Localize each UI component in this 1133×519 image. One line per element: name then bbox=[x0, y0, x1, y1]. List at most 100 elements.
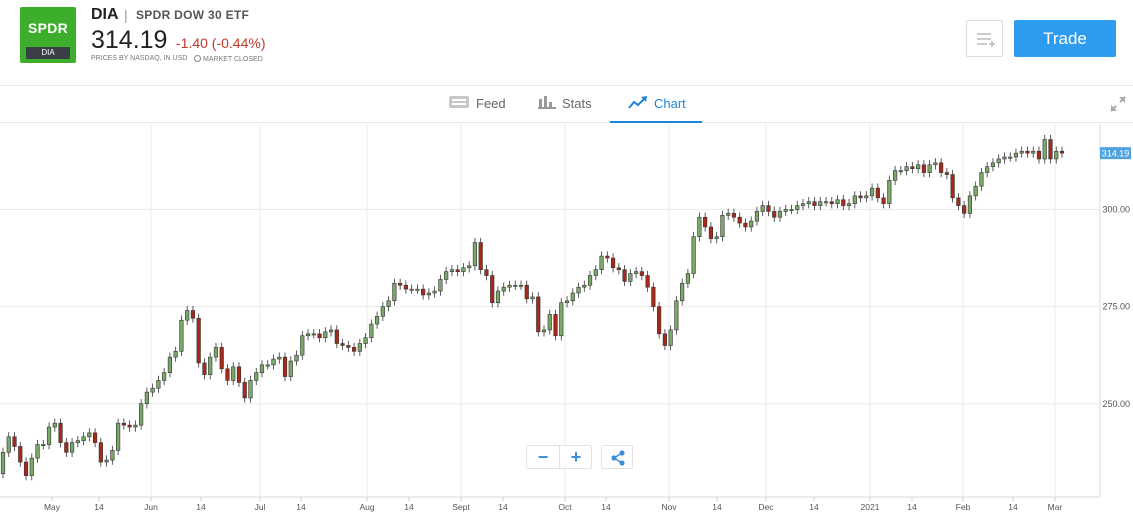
candle-body bbox=[616, 267, 621, 271]
candle-body bbox=[87, 432, 92, 438]
candle-body bbox=[64, 442, 69, 453]
candle-body bbox=[300, 335, 305, 356]
expand-icon bbox=[1110, 96, 1126, 112]
fullscreen-button[interactable] bbox=[1110, 96, 1126, 112]
tab-chart[interactable]: Chart bbox=[610, 86, 702, 123]
candle-body bbox=[328, 329, 334, 333]
x-tick-label: Oct bbox=[558, 502, 572, 512]
candle-body bbox=[357, 343, 362, 352]
share-button[interactable] bbox=[601, 445, 633, 469]
candle-body bbox=[351, 347, 357, 352]
instrument-name: SPDR DOW 30 ETF bbox=[136, 8, 250, 22]
candle-body bbox=[1025, 150, 1030, 154]
trade-button[interactable]: Trade bbox=[1014, 20, 1116, 57]
candle-body bbox=[518, 284, 524, 287]
instrument-symbol: DIA bbox=[91, 6, 119, 23]
candle-body bbox=[697, 216, 702, 237]
x-tick-label: 14 bbox=[94, 502, 104, 512]
candle-body bbox=[369, 323, 374, 338]
logo-ticker-text: DIA bbox=[26, 47, 70, 59]
candle-body bbox=[213, 347, 219, 358]
x-tick-label: Sept bbox=[452, 502, 470, 512]
tab-feed[interactable]: Feed bbox=[448, 86, 506, 123]
x-tick-label: Dec bbox=[758, 502, 774, 512]
candle-body bbox=[927, 164, 932, 173]
candle-body bbox=[587, 275, 593, 286]
candle-body bbox=[392, 283, 397, 302]
candle-body bbox=[478, 242, 483, 271]
candle-body bbox=[162, 372, 167, 381]
candle-body bbox=[674, 300, 679, 331]
x-tick-label: 14 bbox=[809, 502, 819, 512]
candle-body bbox=[294, 354, 299, 362]
candle-body bbox=[559, 302, 564, 337]
candle-body bbox=[622, 269, 627, 282]
candle-body bbox=[605, 255, 610, 259]
candle-body bbox=[507, 284, 512, 288]
feed-icon bbox=[448, 87, 470, 123]
candle-body bbox=[933, 162, 938, 166]
tab-feed-label: Feed bbox=[476, 96, 506, 111]
x-tick-label: Jul bbox=[255, 502, 266, 512]
candle-body bbox=[1002, 156, 1007, 160]
tab-stats-label: Stats bbox=[562, 96, 592, 111]
candle-body bbox=[196, 317, 201, 364]
candle-body bbox=[35, 444, 40, 459]
candle-body bbox=[58, 422, 63, 443]
candle-body bbox=[0, 452, 6, 474]
candle-body bbox=[731, 213, 737, 218]
candle-body bbox=[167, 356, 172, 373]
candle-body bbox=[513, 284, 518, 287]
candle-body bbox=[754, 211, 760, 222]
candle-body bbox=[691, 236, 696, 274]
candle-body bbox=[829, 201, 834, 204]
tab-stats[interactable]: Stats bbox=[538, 86, 592, 123]
zoom-out-button[interactable]: − bbox=[537, 447, 549, 467]
clock-icon bbox=[194, 55, 201, 62]
candle-body bbox=[46, 426, 52, 445]
candle-body bbox=[41, 444, 46, 447]
logo-brand-text: SPDR bbox=[27, 20, 69, 36]
candle-body bbox=[864, 195, 869, 199]
candle-body bbox=[236, 366, 242, 383]
title-separator: | bbox=[124, 7, 128, 23]
candle-body bbox=[524, 284, 529, 300]
candle-body bbox=[231, 366, 236, 381]
x-tick-label: 14 bbox=[907, 502, 917, 512]
candle-body bbox=[893, 170, 898, 181]
candle-body bbox=[708, 226, 714, 239]
candle-body bbox=[248, 380, 253, 399]
candle-body bbox=[150, 387, 155, 393]
x-tick-label: Nov bbox=[661, 502, 677, 512]
candle-body bbox=[967, 195, 972, 214]
y-tick-label: 275.00 bbox=[1102, 302, 1130, 312]
stats-icon bbox=[538, 87, 556, 123]
candle-body bbox=[582, 284, 587, 288]
price-source: PRICES BY NASDAQ, IN USD bbox=[91, 55, 188, 62]
candle-body bbox=[1031, 150, 1036, 154]
price-chart[interactable]: 300.00 275.00 250.00 314.19 May 14 Jun 14 Jul 14 A… bbox=[0, 124, 1133, 519]
candle-body bbox=[363, 337, 368, 344]
candle-body bbox=[317, 333, 322, 338]
candle-body bbox=[668, 329, 673, 346]
candle-body bbox=[52, 422, 57, 428]
candle-body bbox=[921, 164, 926, 173]
x-tick-label: 14 bbox=[712, 502, 722, 512]
candle-body bbox=[806, 201, 811, 204]
candle-body bbox=[726, 213, 731, 216]
candle-body bbox=[415, 288, 420, 291]
candle-body bbox=[530, 296, 535, 300]
candle-body bbox=[225, 368, 230, 381]
candle-body bbox=[783, 209, 788, 212]
candle-body bbox=[190, 310, 196, 319]
candle-body bbox=[570, 292, 575, 302]
zoom-in-button[interactable]: + bbox=[570, 447, 582, 467]
y-tick-label: 300.00 bbox=[1102, 204, 1130, 214]
candle-body bbox=[541, 329, 547, 333]
candle-body bbox=[950, 174, 955, 199]
watchlist-add-icon bbox=[977, 33, 995, 47]
candle-body bbox=[179, 319, 184, 352]
candle-body bbox=[714, 236, 719, 239]
add-to-watchlist-button[interactable] bbox=[966, 20, 1003, 57]
candle-body bbox=[944, 172, 949, 175]
